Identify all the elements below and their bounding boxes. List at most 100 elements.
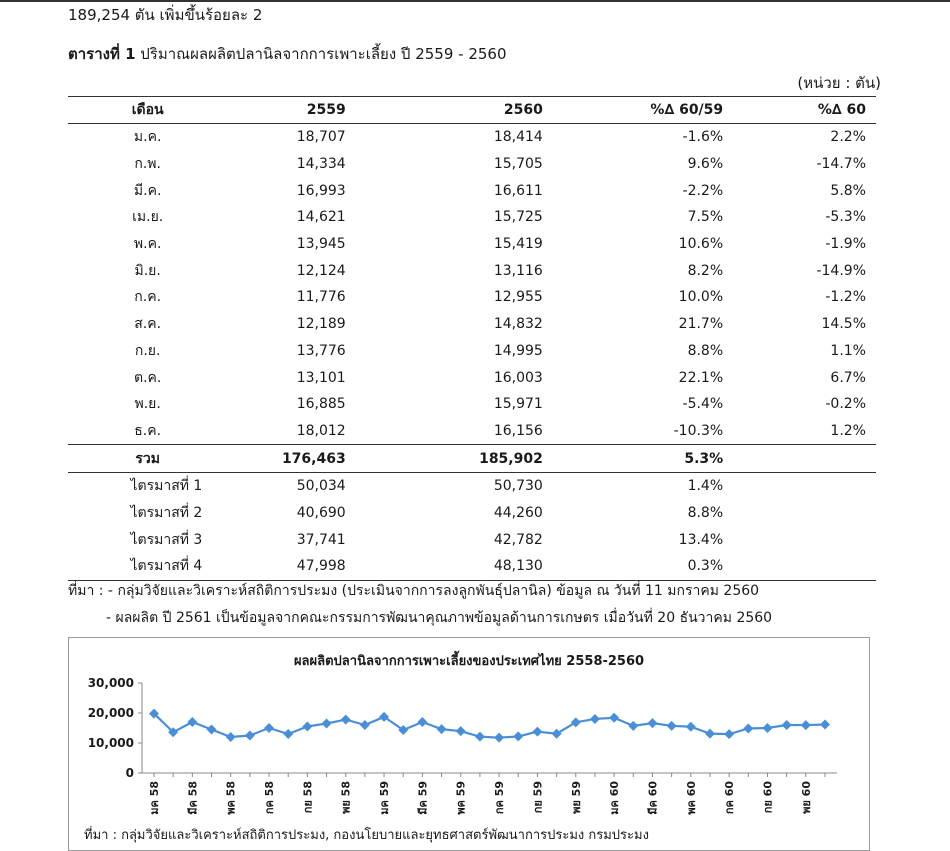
data-point	[321, 718, 332, 729]
x-tick-label: พค 58	[225, 781, 238, 815]
cell-change-60: -1.2%	[825, 289, 866, 306]
cell-change-60-59: 9.6%	[687, 156, 724, 173]
data-point	[264, 723, 275, 733]
data-point	[340, 714, 351, 725]
cell-2559: 176,463	[227, 444, 346, 473]
cell-2559: 12,124	[296, 262, 346, 279]
cell-2559: 16,885	[296, 396, 346, 413]
cell-change-60-59: -10.3%	[542, 417, 724, 446]
cell-change-60: 5.8%	[830, 182, 866, 199]
cell-change-60-59: 22.1%	[678, 369, 724, 386]
cell-change-60: -1.9%	[825, 236, 866, 253]
cell-2559: 18,707	[296, 129, 346, 146]
cell-change-60-59: 8.8%	[687, 504, 724, 521]
cell-2559: 40,690	[296, 504, 346, 521]
cell-2560: 18,414	[493, 129, 543, 146]
table-caption: ตารางที่ 1 ปริมาณผลผลิตปลานิลจากการเพาะเ…	[68, 42, 507, 66]
data-point	[149, 708, 159, 719]
table-body: ม.ค. 18,707 18,414 -1.6% 2.2% ก.พ. 14,334 15,70…	[68, 124, 876, 581]
data-point	[283, 729, 294, 739]
x-tick-label: กย 60	[761, 781, 774, 814]
data-point	[589, 713, 600, 724]
chart-title: ผลผลิตปลานิลจากการเพาะเลี้ยงของประเทศไทย…	[293, 654, 645, 669]
cell-2560: 14,995	[493, 342, 543, 359]
x-tick-label: มีค 58	[186, 781, 199, 815]
header-2560: 2560	[345, 96, 543, 124]
cell-month: ไตรมาสที่ 2	[130, 504, 203, 521]
cell-2559: 18,012	[227, 417, 346, 446]
cell-month: ม.ค.	[133, 129, 162, 146]
table-row: ม.ค. 18,707 18,414 -1.6% 2.2%	[68, 124, 876, 151]
cell-2559: 13,945	[296, 236, 346, 253]
cell-2560: 15,419	[493, 236, 543, 253]
cell-change-60-59: -1.6%	[682, 129, 724, 146]
cell-change-60-59: 7.5%	[687, 209, 724, 226]
cell-2559: 37,741	[296, 531, 346, 548]
data-point	[398, 724, 409, 735]
x-tick-label: มค 59	[378, 781, 391, 815]
table-header-row: เดือน 2559 2560 %∆ 60/59 %∆ 60	[68, 96, 876, 124]
cell-change-60: -0.2%	[825, 396, 866, 413]
table-row: มี.ค. 16,993 16,611 -2.2% 5.8%	[68, 177, 876, 204]
y-tick-label: 0	[126, 766, 134, 780]
cell-change-60: 1.1%	[830, 342, 866, 359]
chart-source: ที่มา : กลุ่มวิจัยและวิเคราะห์สถิติการปร…	[84, 828, 649, 843]
cell-month: มิ.ย.	[134, 262, 161, 279]
data-point	[436, 724, 447, 735]
cell-2560: 48,130	[345, 553, 543, 581]
unit-label: (หน่วย : ตัน)	[797, 74, 881, 92]
cell-2560: 15,725	[493, 209, 543, 226]
header-change-60-59: %∆ 60/59	[542, 96, 724, 124]
data-point	[551, 728, 562, 739]
cell-2560: 16,003	[493, 369, 543, 386]
cell-month: ก.ย.	[134, 342, 161, 359]
cell-change-60	[723, 526, 876, 553]
cell-change-60: -5.3%	[825, 209, 866, 226]
table-row: ก.ค. 11,776 12,955 10.0% -1.2%	[68, 284, 876, 311]
data-point	[302, 721, 313, 732]
cell-change-60	[723, 472, 876, 499]
cell-month: ไตรมาสที่ 1	[130, 478, 203, 495]
data-point	[762, 723, 773, 734]
x-tick-label: พย 59	[570, 781, 583, 814]
cell-change-60-59: 8.2%	[687, 262, 724, 279]
source-note-2: - ผลผลิต ปี 2561 เป็นข้อมูลจากคณะกรรมการ…	[106, 610, 773, 626]
header-month: เดือน	[68, 96, 228, 124]
line-chart: 0 10,000 20,000 30,000 มค 58 มีค 58 พค 58 กค 58…	[88, 676, 837, 815]
cell-2559: 12,189	[296, 316, 346, 333]
table-caption-label: ตารางที่ 1	[68, 45, 136, 63]
data-point	[570, 717, 581, 728]
cell-month: พ.ค.	[133, 236, 162, 253]
data-point	[609, 712, 620, 723]
cell-2560: 185,902	[345, 444, 543, 473]
x-tick-label: กย 59	[531, 781, 544, 813]
table-row: พ.ย. 16,885 15,971 -5.4% -0.2%	[68, 391, 876, 418]
data-point	[168, 727, 179, 738]
cell-change-60: -14.7%	[816, 156, 866, 173]
data-point	[628, 720, 639, 731]
x-tick-label: กค 60	[723, 781, 736, 815]
chart-container: ผลผลิตปลานิลจากการเพาะเลี้ยงของประเทศไทย…	[68, 637, 870, 851]
table-row: ส.ค. 12,189 14,832 21.7% 14.5%	[68, 311, 876, 338]
cell-2560: 14,832	[493, 316, 543, 333]
quarter-row: ไตรมาสที่ 1 50,034 50,730 1.4%	[68, 472, 876, 499]
x-tick-label: มีค 59	[416, 781, 429, 815]
cell-month: พ.ย.	[134, 396, 161, 413]
data-point	[474, 731, 485, 742]
cell-month: ธ.ค.	[68, 417, 228, 446]
cell-2560: 13,116	[493, 262, 543, 279]
table-row: ก.พ. 14,334 15,705 9.6% -14.7%	[68, 151, 876, 178]
cell-change-60-59: 21.7%	[678, 316, 724, 333]
data-point	[532, 726, 543, 737]
cell-2560: 16,611	[493, 182, 543, 199]
x-tick-label: พค 59	[455, 781, 468, 815]
cell-change-60-59: 13.4%	[678, 531, 724, 548]
data-point	[206, 724, 217, 735]
cell-change-60	[723, 500, 876, 527]
cell-change-60	[723, 553, 876, 581]
cell-change-60: 1.2%	[723, 417, 876, 446]
x-tick-label: พย 60	[800, 781, 813, 814]
cell-month: รวม	[68, 444, 228, 473]
data-point	[417, 717, 428, 728]
production-table: เดือน 2559 2560 %∆ 60/59 %∆ 60 ม.ค. 18,70…	[68, 96, 876, 581]
